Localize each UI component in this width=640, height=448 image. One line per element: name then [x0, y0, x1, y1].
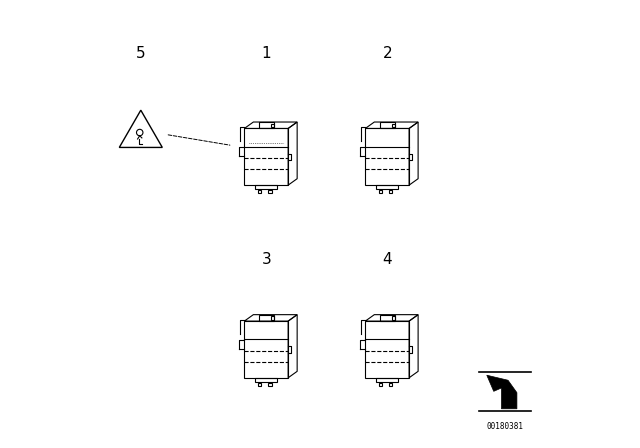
Text: 2: 2	[382, 46, 392, 61]
Bar	[268, 383, 271, 386]
Text: 1: 1	[261, 46, 271, 61]
Bar	[389, 190, 392, 194]
Bar	[389, 383, 392, 386]
Bar	[376, 185, 398, 189]
Bar	[380, 315, 395, 321]
Bar	[380, 122, 395, 129]
Bar	[258, 383, 261, 386]
Bar	[271, 316, 274, 320]
Bar	[392, 124, 395, 127]
Text: 3: 3	[261, 252, 271, 267]
Bar	[259, 122, 274, 129]
Bar	[379, 190, 382, 194]
Bar	[258, 190, 261, 194]
Bar	[376, 378, 398, 382]
Bar	[255, 378, 277, 382]
Bar	[379, 383, 382, 386]
Bar	[271, 124, 274, 127]
Text: 4: 4	[382, 252, 392, 267]
Bar	[259, 315, 274, 321]
Polygon shape	[487, 375, 517, 409]
Bar	[255, 185, 277, 189]
Text: 5: 5	[136, 46, 146, 61]
Bar	[392, 316, 395, 320]
Text: 00180381: 00180381	[486, 422, 524, 431]
Bar	[268, 190, 271, 194]
